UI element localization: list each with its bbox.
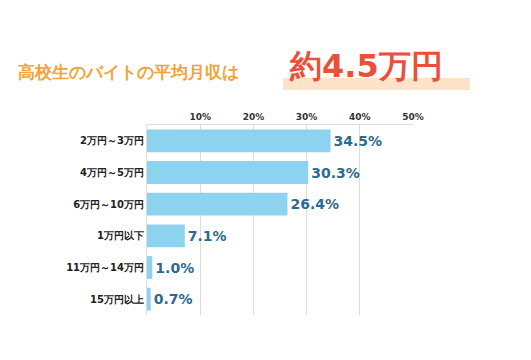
- svg-text:20%: 20%: [243, 112, 265, 122]
- svg-text:1.0%: 1.0%: [155, 260, 194, 276]
- svg-text:4万円～5万円: 4万円～5万円: [80, 167, 144, 178]
- svg-text:約4.5万円: 約4.5万円: [289, 47, 443, 85]
- svg-text:10%: 10%: [189, 112, 211, 122]
- svg-text:50%: 50%: [402, 112, 424, 122]
- svg-text:2万円～3万円: 2万円～3万円: [80, 135, 144, 146]
- svg-text:0.7%: 0.7%: [154, 291, 193, 307]
- svg-text:11万円～14万円: 11万円～14万円: [66, 262, 144, 273]
- svg-text:34.5%: 34.5%: [334, 133, 383, 149]
- svg-text:6万円～10万円: 6万円～10万円: [73, 199, 144, 210]
- svg-text:高校生のバイトの平均月収は: 高校生のバイトの平均月収は: [18, 62, 239, 82]
- svg-text:40%: 40%: [349, 112, 371, 122]
- svg-text:30.3%: 30.3%: [311, 165, 360, 181]
- svg-text:26.4%: 26.4%: [290, 196, 339, 212]
- svg-text:1万円以下: 1万円以下: [97, 230, 144, 241]
- svg-text:7.1%: 7.1%: [188, 228, 227, 244]
- svg-text:30%: 30%: [296, 112, 318, 122]
- svg-text:15万円以上: 15万円以上: [90, 294, 144, 305]
